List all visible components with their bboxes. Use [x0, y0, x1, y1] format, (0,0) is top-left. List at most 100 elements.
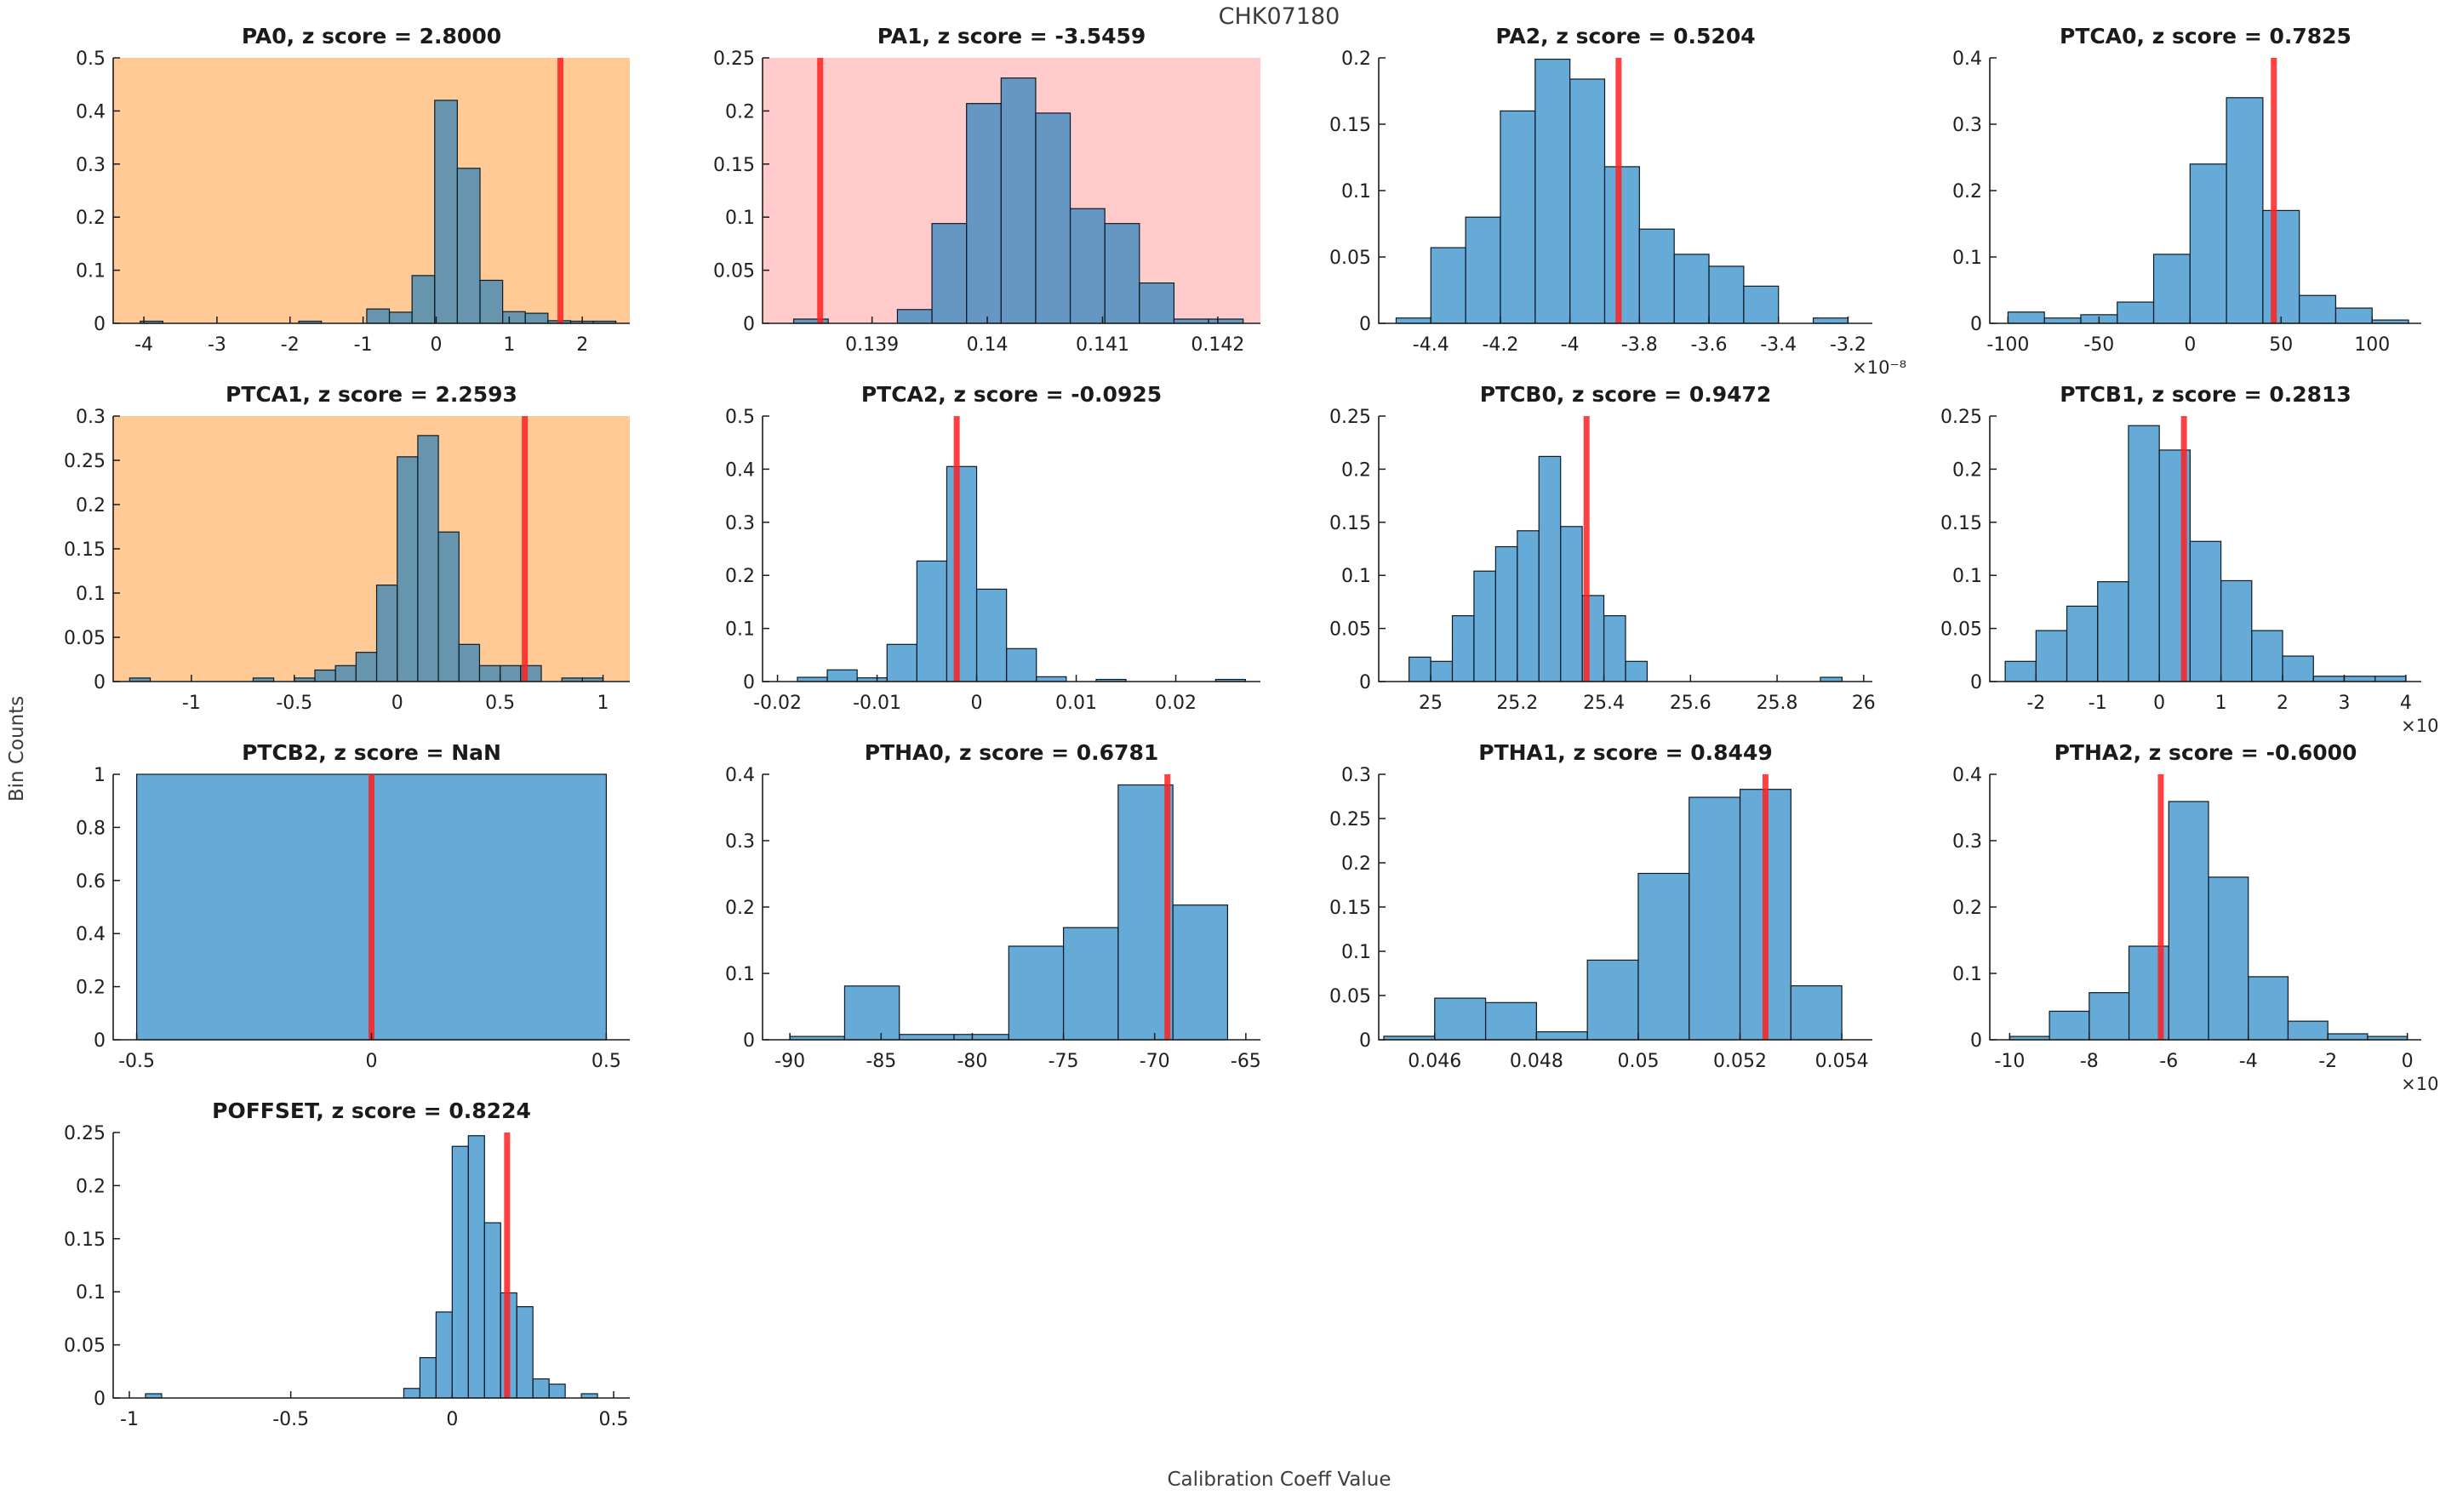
histogram-bar [388, 311, 413, 324]
subplot-ptha0: PTHA0, z score = 0.6781 -90 -85 -80 -75 -70 -6… [694, 739, 1313, 1108]
y-tick-label: 0.15 [64, 1230, 106, 1251]
y-tick-label: 0.1 [76, 584, 106, 605]
histogram-bar [524, 312, 549, 324]
subplot-title: PA0, z score = 2.8000 [241, 24, 502, 48]
subplot-title: PA1, z score = -3.5459 [877, 24, 1146, 48]
histogram-bar [334, 665, 357, 682]
histogram-bar [843, 985, 900, 1041]
histogram-bar [1535, 1031, 1588, 1041]
y-tick-label: 0.05 [1329, 619, 1371, 641]
x-tick-label: 100 [2354, 334, 2390, 356]
x-tick-label: 0 [2402, 1051, 2414, 1072]
x-axis-label: Calibration Coeff Value [1167, 1469, 1391, 1491]
y-tick-label: 0.05 [64, 628, 106, 649]
x-tick-label: -85 [866, 1051, 896, 1072]
y-tick-label: 0.2 [76, 1176, 106, 1197]
x-tick-label: 0.01 [1055, 693, 1097, 714]
histogram-bar [2327, 1033, 2369, 1041]
histogram-bar [2220, 579, 2253, 682]
x-tick-label: -65 [1231, 1051, 1261, 1072]
histogram-bar [403, 1388, 421, 1399]
x-tick-label: 0.142 [1191, 334, 1244, 356]
x-tick-label: -4 [134, 334, 153, 356]
y-tick-label: 0.4 [76, 924, 106, 945]
y-tick-label: 0.1 [1341, 942, 1371, 963]
y-tick-label: 0.25 [713, 48, 755, 70]
histogram-bar [931, 223, 968, 324]
histogram-bar [1790, 984, 1843, 1041]
histogram-bar [1008, 945, 1065, 1041]
subplot-pa0: PA0, z score = 2.8000 -4 -3 -2 -1 0 1 2 0 0.1 0.2 0… [45, 22, 683, 391]
x-tick-label: 0.5 [599, 1409, 629, 1430]
histogram-bar [355, 652, 378, 682]
x-tick-label: 25.4 [1583, 693, 1625, 714]
x-tick-label: 0.141 [1076, 334, 1129, 356]
y-tick-label: 0.1 [76, 1282, 106, 1304]
x-tick-label: -50 [2083, 334, 2114, 356]
x-tick-label: 0 [446, 1409, 458, 1430]
histogram-bar [2343, 676, 2376, 682]
histogram-bar [1500, 110, 1536, 324]
y-tick-label: 0.15 [1329, 115, 1371, 136]
histogram-bar [1430, 247, 1466, 324]
y-tick-label: 0 [1359, 314, 1371, 335]
histogram-bar [1062, 927, 1119, 1041]
histogram-bar [1035, 112, 1071, 324]
histogram-bar [2043, 317, 2082, 324]
histogram-bar [2299, 294, 2337, 324]
y-tick-label: 0.2 [76, 495, 106, 516]
x-tick-label: -2 [2026, 693, 2045, 714]
y-tick-label: 0 [1970, 1030, 1982, 1052]
subplot-title: PTCA2, z score = -0.0925 [860, 382, 1163, 407]
subplot-title: PTCB0, z score = 0.9472 [1479, 382, 1772, 407]
histogram-bar [1473, 570, 1496, 682]
histogram-bar [1517, 530, 1540, 682]
x-tick-label: -1 [2089, 693, 2107, 714]
y-tick-label: 0.3 [1952, 831, 1982, 853]
y-tick-label: 0.15 [64, 539, 106, 561]
histogram-bar [2287, 1020, 2329, 1041]
histogram-bar [886, 643, 917, 682]
histogram-bar [1560, 526, 1583, 682]
histogram-bar [1000, 77, 1037, 324]
histogram-bar [1812, 317, 1849, 324]
x-tick-label: 0.046 [1408, 1051, 1461, 1072]
histogram-bar [1395, 317, 1431, 324]
subplot-title: PTCB1, z score = 0.2813 [2060, 382, 2351, 407]
y-tick-label: 0 [743, 314, 755, 335]
x-tick-label: -10 [1994, 1051, 2025, 1072]
x-tick-label: 0.054 [1815, 1051, 1869, 1072]
y-tick-label: 0.1 [1952, 566, 1982, 587]
histogram-bar [483, 1222, 501, 1399]
histogram-bar [1743, 285, 1780, 324]
y-tick-label: 0.4 [725, 459, 755, 481]
histogram-bar [1069, 208, 1106, 324]
histogram-bar [2189, 540, 2222, 682]
x-tick-label: -3.8 [1621, 334, 1658, 356]
y-tick-label: 0.2 [725, 898, 755, 919]
subplot-ptcb0: PTCB0, z score = 0.9472 25 25.2 25.4 25.6 25.… [1311, 380, 1925, 750]
y-tick-label: 0.05 [1940, 619, 1982, 641]
x-tick-label: -100 [1986, 334, 2029, 356]
histogram-bar [2189, 163, 2227, 324]
histogram-bar [916, 560, 948, 682]
subplot-ptcb1: PTCB1, z score = 0.2813 -2 -1 0 1 2 3 4 0 0.05 0.1… [1922, 380, 2440, 750]
x-tick-label: -8 [2080, 1051, 2099, 1072]
histogram-bar [419, 1356, 437, 1399]
y-tick-label: 0.8 [76, 818, 106, 839]
x-tick-label: 0.139 [845, 334, 899, 356]
histogram-bar [1708, 265, 1745, 324]
subplot-pa1: PA1, z score = -3.5459 0.139 0.14 0.141 0.14… [694, 22, 1313, 391]
histogram-bar [2248, 976, 2289, 1041]
y-tick-label: 0.25 [1329, 407, 1371, 428]
y-tick-label: 0.3 [725, 513, 755, 534]
histogram-bar [437, 531, 460, 682]
y-tick-label: 0.2 [76, 978, 106, 999]
subplot-title: PTHA0, z score = 0.6781 [864, 740, 1159, 765]
histogram-bar [2117, 301, 2155, 324]
y-tick-label: 0 [1970, 672, 1982, 693]
histogram-bar [1409, 656, 1431, 682]
histogram-bar [946, 465, 978, 682]
histogram-bar [532, 1378, 550, 1399]
histogram-bar [975, 588, 1008, 682]
